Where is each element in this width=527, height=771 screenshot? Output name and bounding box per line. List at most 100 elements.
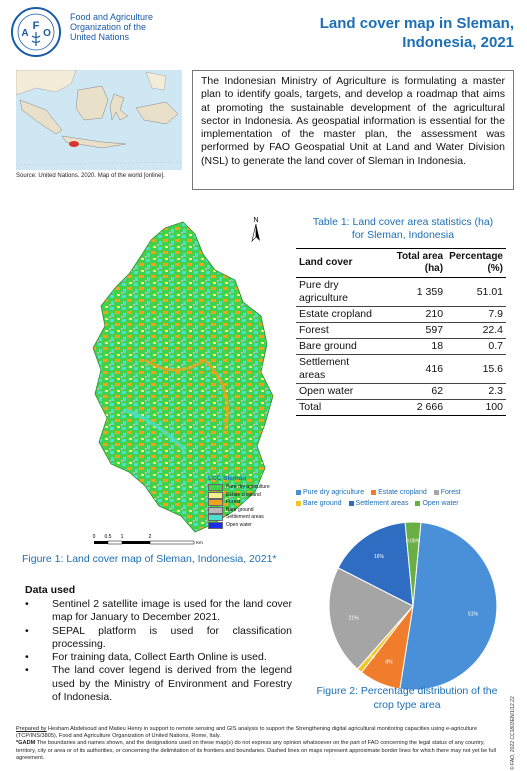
document-code: © FAO, 2022 CC1803EN/1/12.22 (510, 696, 520, 770)
fao-logo: F A O (11, 7, 61, 57)
list-item-text: For training data, Collect Earth Online … (52, 651, 267, 664)
scale-tick-3: 2 (149, 534, 152, 540)
cell-land-cover: Estate cropland (296, 306, 381, 323)
list-item-text: SEPAL platform is used for classificatio… (52, 624, 292, 650)
pie-legend: Pure dry agriculture Estate cropland Fores… (296, 487, 512, 509)
cell-percentage: 15.6 (446, 354, 506, 384)
north-label: N (253, 217, 258, 224)
cell-total-area: 2 666 (380, 399, 447, 416)
indonesia-locator-map (16, 70, 182, 170)
org-line-2: Organization of the (70, 22, 147, 32)
table-row: Estate cropland 210 7.9 (296, 306, 506, 323)
pie-legend-swatch (433, 489, 439, 495)
legend-rows: Pure dry agriculture Estate cropland Fores… (208, 484, 288, 529)
pie-data-label: 0.05% (406, 538, 421, 544)
table-row: Forest 597 22.4 (296, 322, 506, 339)
pie-legend-label: Open water (422, 500, 459, 507)
scale-tick-2: 1 (121, 534, 124, 540)
legend-title: LCC Sleman (208, 475, 247, 482)
legend-label: Settlement areas (226, 514, 264, 521)
bullet-icon: • (25, 624, 29, 637)
col-total-area: Total area (ha) (380, 248, 447, 278)
legend-item: Pure dry agriculture (208, 484, 288, 492)
pie-data-label: 16% (374, 554, 385, 560)
table-row: Pure dry agriculture 1 359 51.01 (296, 277, 506, 307)
svg-text:O: O (43, 28, 51, 39)
col-land-cover: Land cover (296, 248, 381, 278)
pie-legend-item: Forest (433, 487, 461, 498)
figure-2-caption: Figure 2: Percentage distribution of the… (316, 685, 498, 711)
figure-1-caption: Figure 1: Land cover map of Sleman, Indo… (22, 553, 277, 565)
pie-legend-label: Bare ground (303, 500, 342, 507)
legend-label: Pure dry agriculture (226, 484, 270, 491)
prepared-by-text: Hesham Abdelsoud and Matieu Henry in sup… (16, 726, 478, 740)
legend-swatch (208, 499, 223, 507)
table-row: Settlement areas 416 15.6 (296, 354, 506, 384)
pie-data-label: 1% (368, 654, 376, 660)
gadm-note: *GADM The boundaries and names shown, an… (16, 740, 506, 762)
legend-label: Estate cropland (226, 491, 261, 498)
cell-total-area: 597 (380, 322, 447, 339)
list-item: • Sentinel 2 satellite image is used for … (22, 598, 292, 625)
sleman-land-cover-map (92, 221, 274, 533)
pie-data-label: 21% (349, 615, 360, 621)
pie-legend-label: Settlement areas (355, 500, 409, 507)
cell-percentage: 7.9 (446, 306, 506, 323)
data-used-list: • Sentinel 2 satellite image is used for … (22, 598, 292, 704)
legend-swatch (208, 491, 223, 499)
legend-swatch (208, 514, 223, 522)
legend-item: Forest (208, 499, 288, 507)
svg-text:A: A (21, 28, 28, 39)
bullet-icon: • (25, 664, 29, 677)
pie-slice (328, 567, 414, 670)
prepared-by-label: Prepared by (16, 726, 47, 732)
bullet-icon: • (25, 598, 29, 610)
bullet-icon: • (25, 651, 29, 664)
list-item: • The land cover legend is derived from t… (22, 664, 292, 704)
pie-legend-item: Bare ground (296, 498, 342, 509)
cell-land-cover: Pure dry agriculture (296, 277, 381, 307)
pie-legend-swatch (296, 489, 301, 495)
prepared-by-note: Prepared by Hesham Abdelsoud and Matieu … (16, 726, 506, 740)
legend-label: Bare ground (226, 506, 254, 513)
north-arrow-icon: N (251, 217, 260, 242)
list-item: • For training data, Collect Earth Online… (22, 651, 292, 664)
cell-percentage: 100 (446, 399, 506, 416)
cell-percentage: 22.4 (446, 322, 506, 339)
pie-slice (404, 521, 422, 607)
cell-total-area: 1 359 (380, 277, 447, 307)
cell-land-cover: Settlement areas (296, 354, 381, 384)
cell-percentage: 51.01 (446, 277, 506, 307)
table-row: Open water 62 2.3 (296, 383, 506, 400)
pie-legend-swatch (296, 500, 301, 506)
cell-total-area: 62 (380, 383, 447, 400)
intro-paragraph: The Indonesian Ministry of Agriculture i… (192, 70, 514, 190)
scale-tick-1: 0.5 (105, 534, 112, 540)
pie-slice (337, 521, 414, 607)
legend-swatch (208, 521, 223, 529)
list-item: • SEPAL platform is used for classificati… (22, 625, 292, 652)
cell-land-cover: Bare ground (296, 338, 381, 355)
legend-item: Estate cropland (208, 491, 288, 500)
cell-land-cover: Open water (296, 383, 381, 400)
pie-legend-label: Forest (440, 489, 461, 496)
pie-data-label: 8% (385, 660, 393, 666)
cell-total-area: 210 (380, 306, 447, 323)
pie-legend-item: Pure dry agriculture (296, 487, 364, 498)
pie-legend-item: Estate cropland (371, 487, 427, 498)
gadm-text: The boundaries and names shown, and the … (16, 740, 496, 761)
pie-legend-item: Settlement areas (348, 498, 409, 509)
org-name: Food and Agriculture Organization of the… (70, 12, 190, 42)
page-title: Land cover map in Sleman, Indonesia, 202… (300, 14, 514, 52)
data-used-heading: Data used (25, 584, 76, 596)
table-title-line-1: Table 1: Land cover area statistics (ha) (312, 216, 494, 228)
land-cover-stats-table: Land cover Total area (ha) Percentage (%… (296, 248, 506, 416)
legend-swatch (208, 506, 223, 514)
legend-item: Bare ground (208, 506, 288, 515)
org-line-3: United Nations (70, 32, 130, 42)
legend-swatch (208, 484, 223, 492)
cell-total-area: 416 (380, 354, 447, 384)
scale-bar: 0 0.5 1 2 Km (93, 534, 203, 545)
legend-label: Forest (226, 499, 241, 506)
org-line-1: Food and Agriculture (70, 12, 154, 22)
